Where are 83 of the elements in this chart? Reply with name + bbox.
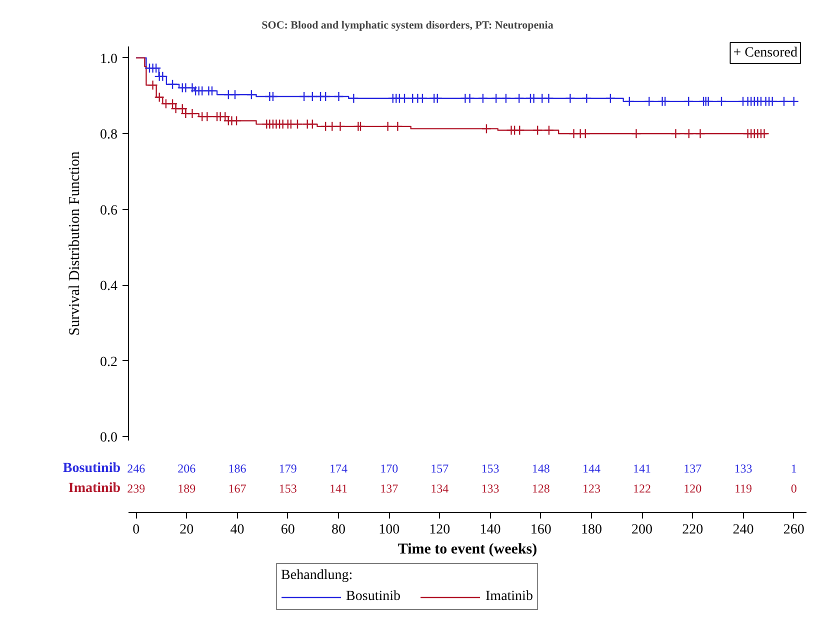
text: 141 <box>329 482 348 496</box>
x-tick-label: 220 <box>682 522 704 538</box>
point <box>481 124 492 134</box>
text: 148 <box>532 462 550 476</box>
text: 141 <box>633 462 652 476</box>
x-tick-label: 180 <box>580 522 602 538</box>
point <box>292 119 303 130</box>
text: 186 <box>228 462 246 476</box>
legend-label: Bosutinib <box>346 589 401 605</box>
point <box>695 128 706 139</box>
point <box>568 128 579 139</box>
point <box>148 80 158 90</box>
y-tick-label: 1.0 <box>100 52 118 67</box>
point <box>544 125 554 136</box>
x-tick-label: 260 <box>783 522 804 538</box>
x-tick-label: 20 <box>180 522 194 538</box>
text: 246 <box>127 462 146 476</box>
y-tick-label: 0.6 <box>100 203 118 218</box>
point <box>335 121 346 132</box>
y-tick-label: 0.2 <box>100 354 118 370</box>
x-tick-label: 60 <box>280 522 295 538</box>
text: 206 <box>178 462 196 476</box>
y-tick-label: 0.8 <box>100 128 118 143</box>
point <box>355 121 366 132</box>
point <box>220 111 230 122</box>
x-tick-label: 40 <box>230 522 244 538</box>
x-tick-label: 120 <box>429 522 450 538</box>
y-tick-label: 0.4 <box>100 279 118 294</box>
text: 122 <box>633 482 652 496</box>
text: 119 <box>734 482 752 496</box>
point <box>684 128 694 139</box>
text: 239 <box>127 482 146 496</box>
text: 153 <box>278 482 297 496</box>
text: 144 <box>582 462 600 476</box>
point <box>532 125 543 136</box>
point <box>382 121 393 132</box>
x-tick-label: 240 <box>732 522 754 538</box>
annotation: + Censored <box>733 46 798 60</box>
text: 133 <box>734 462 752 476</box>
point <box>154 92 164 102</box>
point <box>170 104 181 114</box>
text: 179 <box>278 462 297 476</box>
text: 174 <box>329 462 348 476</box>
point <box>392 121 403 132</box>
y-tick-label: 0.0 <box>100 430 118 446</box>
point <box>180 108 191 119</box>
text: 128 <box>532 482 550 496</box>
text: 123 <box>582 482 600 496</box>
text: 133 <box>481 482 500 496</box>
x-tick-label: 100 <box>378 522 400 538</box>
x-axis-title: Time to event (weeks) <box>398 542 538 558</box>
point <box>187 108 198 119</box>
legend-label: Imatinib <box>486 589 533 605</box>
text: 137 <box>380 482 398 496</box>
point <box>177 104 188 114</box>
x-tick-label: 80 <box>331 522 346 538</box>
text: 1 <box>790 462 797 476</box>
text: 157 <box>430 462 449 476</box>
x-tick-label: 0 <box>132 522 140 538</box>
point <box>514 125 525 136</box>
point <box>631 128 642 139</box>
x-tick-label: 200 <box>632 522 653 538</box>
point <box>327 121 338 132</box>
text: 189 <box>178 482 196 496</box>
point <box>307 119 318 130</box>
legend-title: Behandlung: <box>281 568 354 584</box>
text: 134 <box>430 482 449 496</box>
point <box>670 128 681 139</box>
text: Imatinib <box>68 481 121 496</box>
y-axis-title: Survival Distribution Function <box>67 150 83 336</box>
chart-title: SOC: Blood and lymphatic system disorders, PT: Neutropenia <box>262 20 554 32</box>
x-tick-label: 140 <box>480 522 501 538</box>
point <box>202 111 212 122</box>
text: 137 <box>684 462 702 476</box>
point <box>580 128 590 139</box>
text: 170 <box>380 462 398 476</box>
text: 167 <box>228 482 246 496</box>
text: Bosutinib <box>62 461 121 476</box>
x-tick-label: 160 <box>530 522 552 538</box>
text: 120 <box>684 482 702 496</box>
text: 0 <box>790 482 797 496</box>
text: 153 <box>481 462 500 476</box>
point <box>167 98 178 109</box>
